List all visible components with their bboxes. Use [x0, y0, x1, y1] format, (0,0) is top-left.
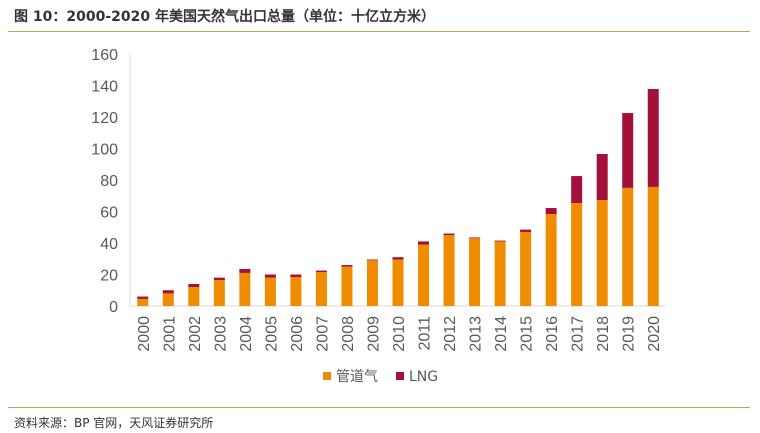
x-tick-label: 2012: [442, 316, 459, 352]
x-tick-label: 2008: [340, 316, 357, 352]
bar-lng: [239, 268, 251, 273]
bar-lng: [290, 274, 302, 278]
bar-lng: [137, 296, 149, 299]
bar-pipeline: [239, 272, 251, 306]
legend-label: LNG: [409, 369, 438, 385]
x-tick-label: 2010: [391, 316, 408, 352]
bar-lng: [545, 208, 557, 215]
x-tick-label: 2013: [468, 316, 485, 352]
bar-lng: [162, 290, 174, 294]
x-tick-label: 2000: [136, 316, 153, 352]
bottom-rule: [8, 407, 750, 408]
bar-lng: [341, 265, 353, 267]
bar-pipeline: [571, 202, 583, 306]
bar-lng: [392, 257, 404, 260]
bar-pipeline: [137, 298, 149, 306]
bar-lng: [647, 88, 659, 187]
x-tick-label: 2007: [314, 316, 331, 352]
bar-pipeline: [647, 186, 659, 306]
top-rule: [8, 31, 750, 32]
bar-pipeline: [213, 280, 225, 306]
bar-pipeline: [392, 259, 404, 306]
y-tick-label: 20: [100, 268, 118, 285]
x-tick-label: 2020: [646, 316, 663, 352]
x-tick-label: 2014: [493, 316, 510, 352]
bar-pipeline: [469, 238, 481, 306]
x-tick-label: 2003: [212, 316, 229, 352]
x-tick-label: 2011: [417, 316, 434, 351]
bar-pipeline: [494, 241, 506, 306]
bar-lng: [264, 274, 276, 278]
y-tick-label: 60: [100, 205, 118, 222]
bar-lng: [443, 233, 455, 236]
legend-swatch: [396, 372, 404, 380]
x-tick-label: 2002: [187, 316, 204, 352]
chart-title: 图 10：2000-2020 年美国天然气出口总量（单位：十亿立方米）: [14, 9, 435, 25]
bar-lng: [622, 113, 634, 188]
bar-lng: [188, 283, 200, 288]
bar-pipeline: [188, 287, 200, 306]
bar-pipeline: [264, 277, 276, 306]
bar-pipeline: [315, 271, 327, 306]
x-tick-label: 2015: [519, 316, 536, 352]
x-tick-label: 2004: [238, 316, 255, 352]
legend-label: 管道气: [336, 369, 378, 385]
bar-pipeline: [545, 214, 557, 306]
bar-pipeline: [622, 187, 634, 306]
bar-pipeline: [596, 200, 608, 306]
bar-lng: [571, 176, 583, 203]
bar-lng: [494, 240, 506, 242]
y-tick-label: 120: [91, 110, 118, 127]
x-tick-label: 2017: [570, 316, 587, 352]
bar-pipeline: [418, 244, 430, 306]
bar-pipeline: [520, 231, 532, 306]
bar-pipeline: [290, 277, 302, 306]
y-tick-label: 0: [109, 299, 118, 316]
bar-lng: [213, 277, 225, 281]
bar-pipeline: [162, 293, 174, 306]
bar-pipeline: [341, 266, 353, 306]
bar-lng: [366, 259, 378, 261]
bar-pipeline: [443, 235, 455, 306]
y-tick-label: 160: [91, 47, 118, 64]
bar-lng: [315, 270, 327, 272]
bar-lng: [469, 237, 481, 239]
y-tick-label: 80: [100, 173, 118, 190]
bar-lng: [596, 154, 608, 201]
x-tick-label: 2009: [365, 316, 382, 352]
x-tick-label: 2005: [263, 316, 280, 352]
y-tick-label: 100: [91, 142, 118, 159]
x-tick-label: 2018: [595, 316, 612, 352]
x-tick-label: 2016: [544, 316, 561, 352]
y-tick-label: 140: [91, 79, 118, 96]
legend-swatch: [323, 372, 331, 380]
y-tick-label: 40: [100, 236, 118, 253]
x-tick-label: 2001: [161, 316, 178, 352]
source-note: 资料来源：BP 官网，天风证券研究所: [14, 416, 214, 430]
bar-lng: [520, 229, 532, 232]
x-tick-label: 2006: [289, 316, 306, 352]
bar-pipeline: [366, 260, 378, 306]
bar-lng: [418, 241, 430, 245]
x-tick-label: 2019: [621, 316, 638, 352]
